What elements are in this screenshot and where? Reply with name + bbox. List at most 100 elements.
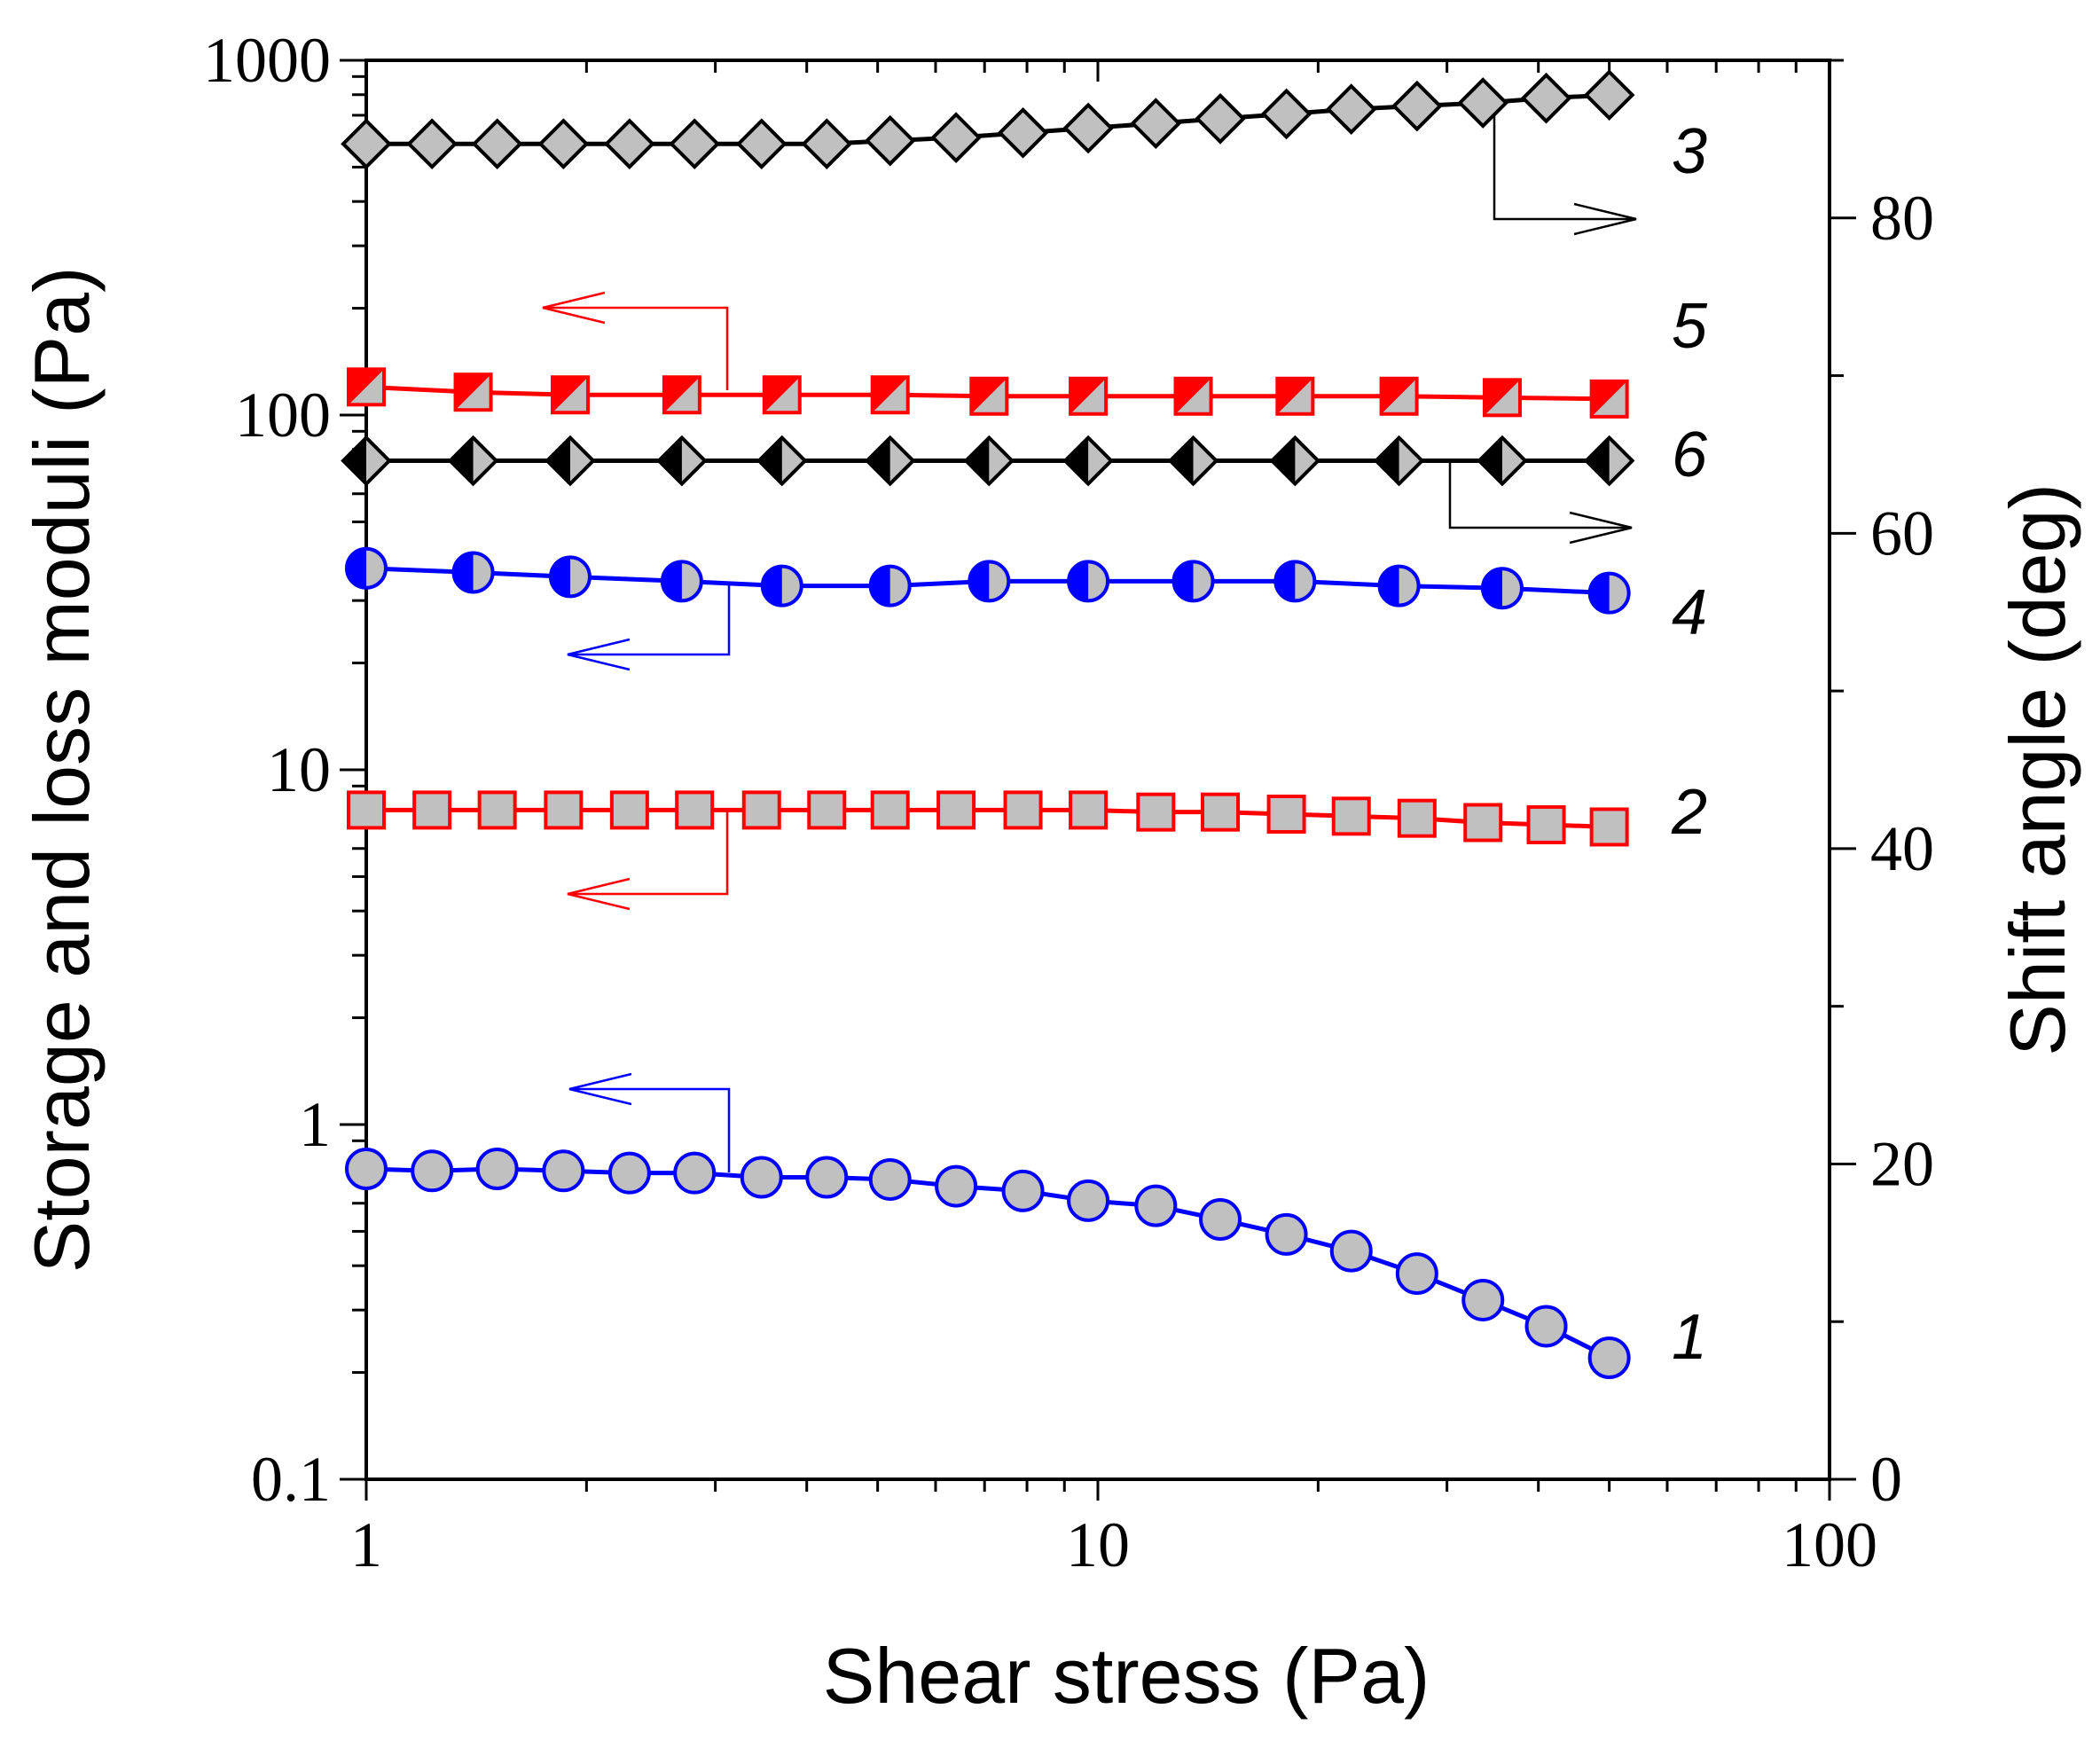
axis-indicator-arrow	[542, 291, 729, 390]
data-point	[1069, 376, 1109, 416]
data-point	[544, 790, 584, 830]
data-point	[1379, 376, 1419, 416]
data-point	[341, 435, 392, 487]
series-label-1: 1	[1672, 1302, 1707, 1373]
x-axis-label: Shear stress (Pa)	[823, 1632, 1430, 1720]
axis-indicator-arrow	[567, 585, 731, 671]
data-point	[656, 435, 708, 487]
data-point	[1391, 80, 1443, 132]
data-point	[735, 118, 788, 170]
series-label-2: 2	[1671, 777, 1707, 848]
data-point	[1524, 1305, 1568, 1348]
series-label-6: 6	[1672, 419, 1708, 490]
data-point	[868, 1157, 912, 1201]
data-point	[345, 1147, 388, 1190]
data-point	[607, 1151, 651, 1195]
y2-tick-label: 60	[1870, 498, 1934, 568]
data-point	[1331, 796, 1371, 836]
data-point	[1325, 83, 1377, 135]
data-point	[347, 367, 386, 407]
data-point	[471, 118, 523, 170]
data-point	[1587, 1336, 1631, 1380]
data-point	[741, 790, 781, 830]
data-point	[740, 1156, 783, 1199]
data-point	[1195, 92, 1246, 145]
tick-labels: 1 10 100 0.1 1 10 100 1000 0 20 40 60 80	[203, 25, 1934, 1580]
data-point	[451, 551, 495, 594]
data-point	[801, 118, 853, 170]
data-point	[1173, 376, 1213, 416]
data-point	[1201, 792, 1241, 832]
series-4	[345, 546, 1631, 615]
data-point	[1482, 378, 1522, 418]
data-point	[1069, 790, 1109, 830]
data-point	[1373, 435, 1425, 487]
y2-tick-label: 0	[1870, 1444, 1902, 1515]
data-point	[756, 435, 808, 487]
data-point	[936, 790, 976, 830]
data-point	[406, 118, 458, 170]
data-point	[1062, 102, 1114, 154]
axis-indicator-arrow	[567, 811, 729, 911]
y2-axis-label: Shift angle (deg)	[1994, 483, 2081, 1056]
y-tick-label: 100	[235, 380, 331, 451]
axis-indicators	[542, 93, 1637, 1172]
data-point	[477, 790, 517, 830]
axis-ticks	[340, 59, 1856, 1501]
data-point	[1477, 435, 1528, 487]
data-point	[805, 1156, 849, 1199]
data-point	[345, 546, 388, 590]
data-point	[1520, 72, 1572, 124]
series-1	[345, 1147, 1631, 1380]
data-point	[550, 375, 590, 415]
data-point	[1273, 560, 1317, 603]
plot-frame	[364, 59, 1831, 1481]
data-point	[1377, 564, 1421, 607]
data-point	[864, 435, 916, 487]
data-point	[870, 375, 910, 415]
data-point	[662, 375, 701, 415]
y-tick-label: 1	[299, 1089, 331, 1160]
y2-tick-label: 40	[1870, 813, 1934, 884]
data-point	[537, 118, 590, 170]
data-point	[542, 1149, 585, 1193]
data-point	[1171, 560, 1215, 603]
y-tick-label: 1000	[203, 25, 331, 96]
x-tick-label: 1	[350, 1509, 382, 1580]
data-point	[760, 564, 803, 607]
data-point	[1395, 1252, 1438, 1296]
series-labels: 1 2 3 4 5 6	[1671, 116, 1708, 1373]
data-point	[545, 435, 596, 487]
y-tick-label: 10	[267, 734, 331, 805]
data-point	[1275, 376, 1315, 416]
y-tick-label: 0.1	[251, 1444, 331, 1515]
data-point	[1265, 1212, 1308, 1256]
data-point	[669, 118, 721, 170]
data-point	[1136, 792, 1176, 832]
data-point	[412, 790, 452, 830]
data-point	[1067, 1179, 1110, 1222]
data-point	[870, 790, 910, 830]
data-point	[1003, 790, 1043, 830]
data-point	[1269, 435, 1321, 487]
data-point	[1461, 1278, 1505, 1321]
data-point	[1199, 1198, 1242, 1242]
series-layer	[341, 69, 1635, 1380]
y-axis-label: Storage and loss moduli (Pa)	[18, 267, 106, 1274]
data-point	[1583, 435, 1635, 487]
data-point	[762, 375, 802, 415]
data-point	[673, 1151, 717, 1195]
data-point	[604, 118, 655, 170]
data-point	[1067, 560, 1110, 603]
series-3	[341, 69, 1635, 170]
data-point	[660, 560, 703, 603]
data-point	[1583, 69, 1635, 121]
data-point	[1457, 77, 1509, 129]
data-point	[341, 118, 392, 170]
data-point	[1526, 804, 1566, 844]
data-point	[411, 1149, 454, 1193]
data-point	[1587, 571, 1631, 615]
data-point	[447, 435, 499, 487]
data-point	[1397, 798, 1437, 838]
